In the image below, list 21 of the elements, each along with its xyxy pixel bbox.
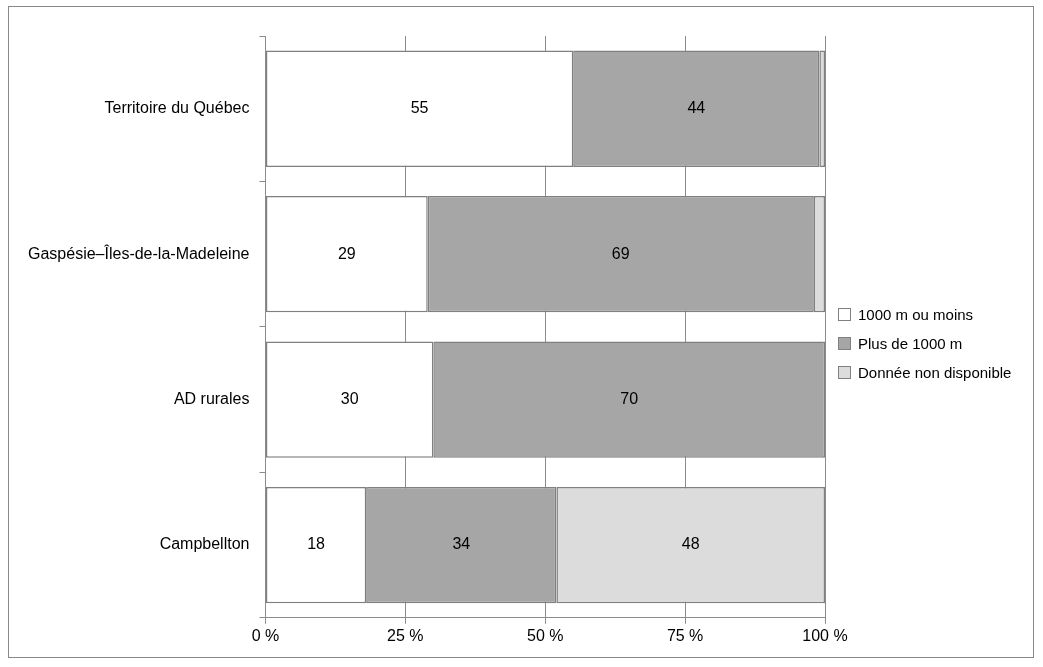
text: 1000 m ou moins [858, 306, 974, 323]
data-label: 44 [687, 99, 706, 117]
x-tick-label: 0 % [251, 626, 280, 644]
y-tick-label: Campbellton [159, 535, 250, 553]
data-label: 70 [620, 390, 639, 408]
x-tick-label: 100 % [802, 626, 848, 644]
x-tick-label: 25 % [387, 626, 424, 644]
y-tick-label: Gaspésie–Îles-de-la-Madeleine [28, 243, 250, 262]
x-tick-label: 50 % [526, 626, 564, 644]
data-label: 29 [337, 244, 356, 262]
data-label: 18 [307, 535, 326, 553]
data-label: 30 [340, 390, 359, 408]
x-tick-label: 75 % [666, 626, 704, 644]
legend-label: Donnée non disponible [858, 364, 1012, 381]
data-label: 55 [410, 99, 429, 117]
data-label: 69 [611, 244, 630, 262]
y-tick-label: Territoire du Québec [104, 99, 250, 117]
data-label: 34 [452, 535, 471, 553]
data-label: 48 [681, 535, 700, 553]
y-tick-label: AD rurales [173, 390, 250, 408]
legend-label: Plus de 1000 m [858, 335, 963, 352]
